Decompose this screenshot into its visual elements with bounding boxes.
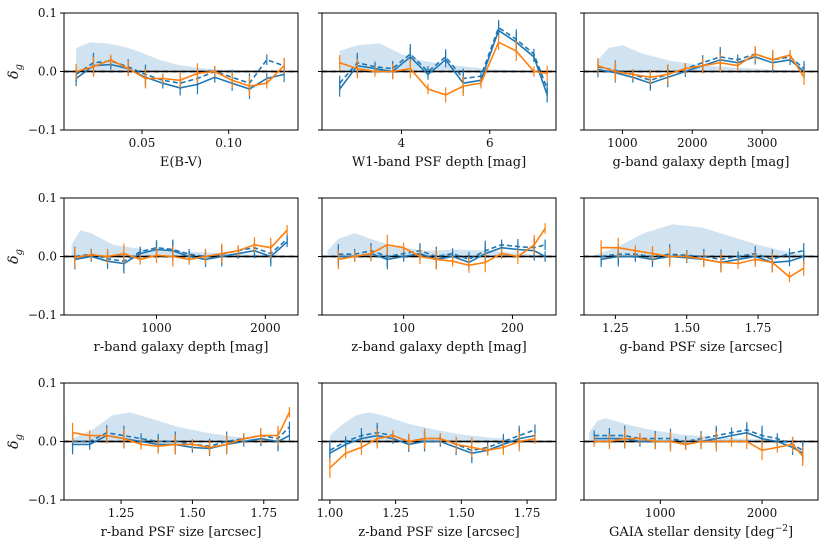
x-tick-label: 2000	[250, 321, 281, 335]
y-axis-label: δg	[6, 64, 25, 79]
series-blue-solid	[338, 246, 546, 264]
x-tick-label: 2000	[747, 506, 778, 520]
x-tick-label: 0.05	[129, 136, 156, 150]
density-fill	[598, 45, 808, 72]
x-axis-label: g-band galaxy depth [mag]	[612, 155, 789, 170]
density-fill	[595, 224, 810, 257]
x-tick-label: 1.75	[745, 321, 772, 335]
panel-9: 1000 2000 GAIA stellar density [deg−2]	[580, 382, 819, 540]
x-axis-label: GAIA stellar density [deg−2]	[609, 524, 793, 540]
y-tick-label: −0.1	[28, 123, 57, 137]
x-tick-label: 6	[486, 136, 494, 150]
x-axis-label: g-band PSF size [arcsec]	[620, 340, 783, 355]
x-tick-label: 1.75	[514, 506, 541, 520]
x-axis-label: z-band galaxy depth [mag]	[351, 340, 527, 355]
y-axis-label-sub: g	[14, 249, 25, 255]
x-tick-label: 2000	[677, 136, 708, 150]
x-tick-label: 3000	[747, 136, 778, 150]
y-axis-label: δg	[6, 249, 25, 264]
x-axis-label: z-band PSF size [arcsec]	[358, 525, 519, 540]
series-blue-solid	[74, 241, 288, 265]
y-axis-label-sub: g	[14, 434, 25, 440]
x-tick-label: 1.50	[179, 506, 206, 520]
y-axis-label: δg	[6, 434, 25, 449]
x-tick-label: 1.25	[108, 506, 135, 520]
y-axis-label-sub: g	[14, 64, 25, 70]
y-tick-label: 0.0	[38, 65, 57, 79]
x-axis-label: W1-band PSF depth [mag]	[352, 155, 526, 170]
panel-3: 1000 2000 3000 g-band galaxy depth [mag]	[580, 12, 819, 170]
panel-8: 1.00 1.25 1.50 1.75 z-band PSF size [arcsec]	[317, 382, 557, 540]
series-orange	[72, 411, 291, 449]
density-fill	[327, 233, 551, 257]
density-fill	[589, 418, 808, 442]
x-tick-label: 1.50	[448, 506, 475, 520]
y-tick-label: −0.1	[28, 493, 57, 507]
x-axis-label-tail: ]	[788, 525, 793, 540]
x-axis-label-sup: −2	[775, 524, 788, 534]
y-tick-label: 0.0	[38, 250, 57, 264]
x-tick-label: 1000	[607, 136, 638, 150]
x-tick-label: 1000	[141, 321, 172, 335]
x-tick-label: 4	[398, 136, 406, 150]
panel-7: 0.1 0.0 −0.1 1.25 1.50 1.75 r-band PSF size [a…	[6, 376, 299, 540]
series-blue-dashed	[74, 238, 288, 263]
x-tick-label: 1.25	[382, 506, 409, 520]
x-tick-label: 0.10	[215, 136, 242, 150]
y-tick-label: 0.1	[38, 191, 57, 205]
density-fill	[76, 42, 290, 72]
panel-1: 0.1 0.0 −0.1 0.05 0.10 E(B-V) δg	[6, 6, 299, 170]
y-tick-label: 0.1	[38, 376, 57, 390]
x-tick-label: 200	[501, 321, 524, 335]
series-orange	[74, 229, 288, 261]
x-axis-label: E(B-V)	[160, 155, 202, 170]
x-tick-label: 1000	[645, 506, 676, 520]
panel-6: 1.25 1.50 1.75 g-band PSF size [arcsec]	[580, 197, 819, 355]
x-tick-label: 1.75	[250, 506, 277, 520]
x-axis-label: r-band galaxy depth [mag]	[94, 340, 269, 355]
x-tick-label: 1.25	[602, 321, 629, 335]
x-tick-label: 1.50	[673, 321, 700, 335]
panel-5: 100 200 z-band galaxy depth [mag]	[318, 197, 557, 355]
x-axis-label: r-band PSF size [arcsec]	[101, 525, 262, 540]
y-tick-label: −0.1	[28, 308, 57, 322]
panel-2: 4 6 W1-band PSF depth [mag]	[318, 12, 557, 170]
panel-4: 0.1 0.0 −0.1 1000 2000 r-band galaxy depth [m…	[6, 191, 299, 355]
x-tick-label: 1.00	[317, 506, 344, 520]
x-tick-label: 100	[392, 321, 415, 335]
series-blue-solid	[329, 434, 536, 455]
y-tick-label: 0.0	[38, 435, 57, 449]
y-tick-label: 0.1	[38, 6, 57, 20]
series-blue-dashed	[72, 426, 290, 448]
density-fill	[71, 230, 293, 257]
density-fill	[72, 412, 293, 442]
series-orange	[338, 227, 546, 267]
series-orange	[329, 434, 536, 469]
